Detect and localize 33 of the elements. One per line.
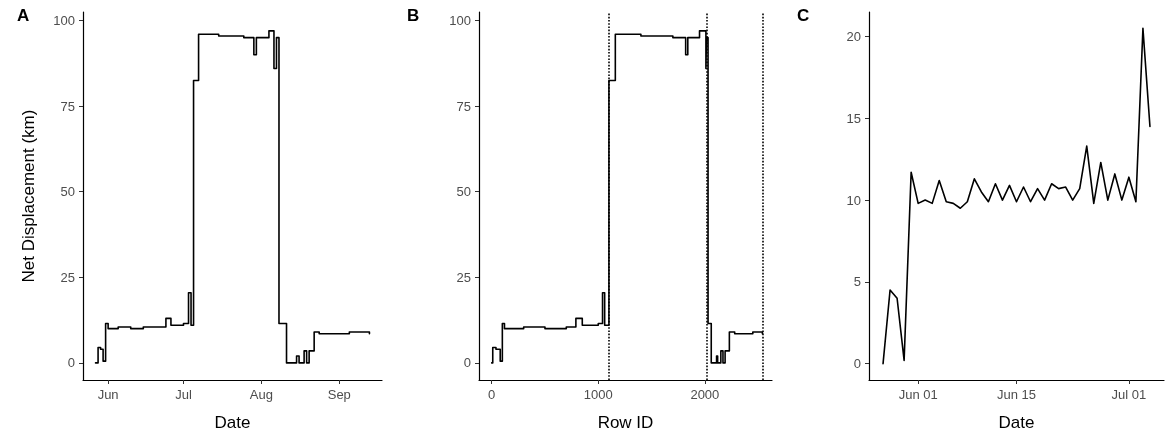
y-tick-label: 100: [53, 13, 75, 29]
x-tick-label: Aug: [249, 387, 273, 402]
x-axis-title: Date: [214, 413, 251, 432]
y-tick-label: 0: [463, 355, 471, 371]
x-tick-label: 2000: [690, 387, 720, 402]
y-tick-label: 0: [67, 355, 75, 371]
y-tick-label: 15: [846, 110, 861, 126]
y-tick-label: 100: [449, 13, 471, 29]
x-tick-label: 1000: [583, 387, 613, 402]
x-tick-label: Sep: [327, 387, 351, 402]
x-tick-label: Jun 01: [898, 387, 938, 402]
y-tick-label: 50: [60, 184, 75, 200]
y-tick-label: 25: [456, 269, 471, 285]
y-tick-label: 75: [60, 98, 75, 114]
y-tick-label: 25: [60, 269, 75, 285]
y-axis-title: Net Displacement (km): [19, 109, 38, 283]
x-tick-label: Jun: [97, 387, 119, 402]
y-tick-label: 20: [846, 29, 861, 45]
x-tick-label: 0: [488, 387, 496, 402]
y-tick-label: 75: [456, 98, 471, 114]
y-tick-label: 10: [846, 192, 861, 208]
y-tick-label: 0: [853, 356, 861, 372]
y-tick-label: 50: [456, 184, 471, 200]
x-axis-title: Date: [998, 413, 1035, 432]
chart-title: B: [407, 6, 420, 25]
x-tick-label: Jun 15: [996, 387, 1037, 402]
x-tick-label: Jul: [175, 387, 192, 402]
chart-title: A: [17, 6, 30, 25]
x-axis-title: Row ID: [597, 413, 654, 432]
x-tick-label: Jul 01: [1111, 387, 1147, 402]
y-tick-label: 5: [853, 274, 861, 290]
line-series: [882, 27, 1151, 365]
chart-title: C: [797, 6, 810, 25]
